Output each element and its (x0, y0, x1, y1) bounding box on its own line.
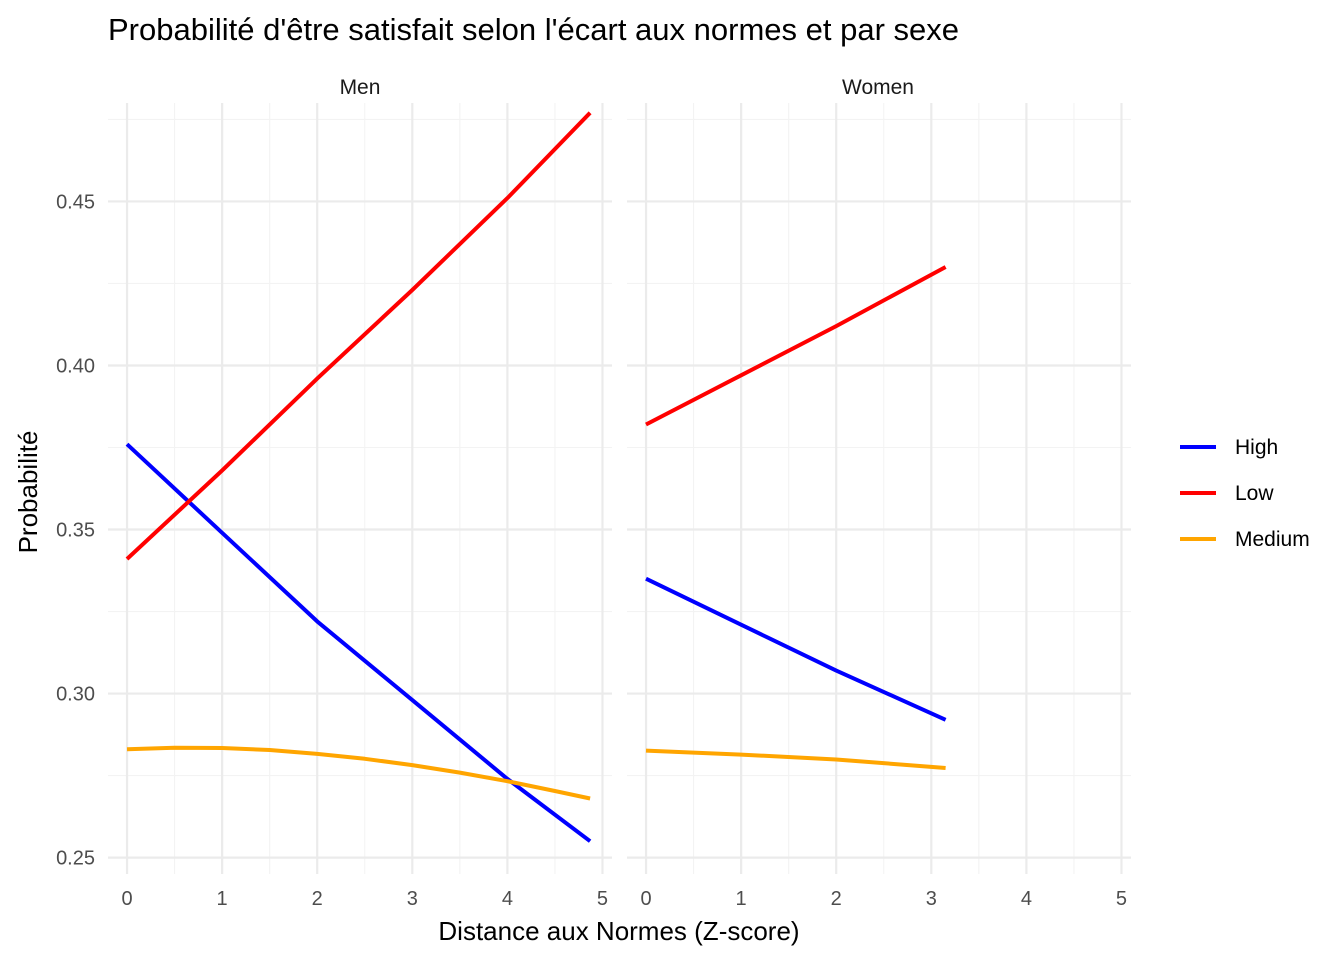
series-line-low-women (645, 265, 947, 427)
x-tick-label: 1 (736, 888, 747, 910)
panel-women-series (645, 265, 947, 770)
panel-women-grid (627, 103, 1131, 874)
panel-women-x-ticks: 0 1 2 3 4 5 (640, 888, 1127, 910)
y-tick-label: 0.25 (56, 848, 95, 870)
y-tick-label: 0.35 (56, 520, 95, 542)
panel-men-grid (108, 103, 612, 874)
chart-title: Probabilité d'être satisfait selon l'éca… (108, 12, 959, 47)
legend: High Low Medium (1180, 436, 1310, 551)
y-tick-label: 0.30 (56, 684, 95, 706)
x-tick-label: 0 (640, 888, 651, 910)
panel-men-x-ticks: 0 1 2 3 4 5 (121, 888, 608, 910)
series-line-high-women (645, 576, 947, 722)
y-axis-ticks: 0.25 0.30 0.35 0.40 0.45 (56, 191, 95, 869)
y-axis-title: Probabilité (13, 431, 43, 554)
y-tick-label: 0.45 (56, 191, 95, 213)
panel-women: Women 0 1 2 3 4 5 (627, 76, 1131, 910)
panel-men: Men 0 1 2 3 4 5 (108, 76, 612, 910)
x-tick-label: 4 (502, 888, 513, 910)
panel-men-series (125, 111, 592, 843)
x-tick-label: 3 (926, 888, 937, 910)
x-tick-label: 1 (217, 888, 228, 910)
legend-label-medium: Medium (1235, 528, 1310, 551)
x-tick-label: 5 (597, 888, 608, 910)
x-axis-title: Distance aux Normes (Z-score) (438, 916, 799, 946)
legend-label-high: High (1235, 436, 1278, 459)
panel-label-men: Men (340, 76, 381, 99)
y-tick-label: 0.40 (56, 355, 95, 377)
series-line-high-men (125, 442, 592, 843)
x-tick-label: 2 (831, 888, 842, 910)
panel-label-women: Women (842, 76, 914, 99)
series-line-medium-women (645, 748, 946, 770)
series-line-medium-men (126, 745, 591, 801)
x-tick-label: 3 (407, 888, 418, 910)
x-tick-label: 5 (1116, 888, 1127, 910)
x-tick-label: 0 (121, 888, 132, 910)
x-tick-label: 4 (1021, 888, 1032, 910)
x-tick-label: 2 (312, 888, 323, 910)
legend-label-low: Low (1235, 482, 1274, 505)
series-line-low-men (125, 111, 592, 561)
